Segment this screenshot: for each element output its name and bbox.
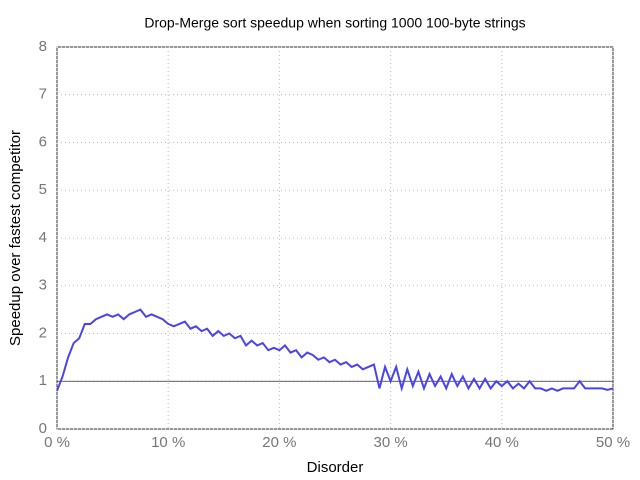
- y-tick-label: 1: [39, 372, 47, 389]
- y-tick-label: 7: [39, 86, 47, 103]
- data-line: [56, 308, 614, 393]
- x-tick-label: 10 %: [151, 434, 185, 451]
- y-tick-label: 8: [39, 38, 47, 55]
- x-axis-label: Disorder: [307, 459, 364, 476]
- y-tick-label: 6: [39, 133, 47, 150]
- chart-title: Drop-Merge sort speedup when sorting 100…: [144, 15, 525, 31]
- y-tick-label: 3: [39, 277, 47, 294]
- y-axis-label: Speedup over fastest competitor: [7, 130, 24, 346]
- x-tick-label: 40 %: [485, 434, 519, 451]
- x-tick-label: 20 %: [262, 434, 296, 451]
- x-tick-label: 50 %: [596, 434, 630, 451]
- y-tick-label: 0: [39, 420, 47, 437]
- y-tick-label: 5: [39, 181, 47, 198]
- x-tick-label: 0 %: [44, 434, 70, 451]
- y-tick-label: 4: [39, 229, 47, 246]
- y-tick-label: 2: [39, 324, 47, 341]
- x-tick-label: 30 %: [373, 434, 407, 451]
